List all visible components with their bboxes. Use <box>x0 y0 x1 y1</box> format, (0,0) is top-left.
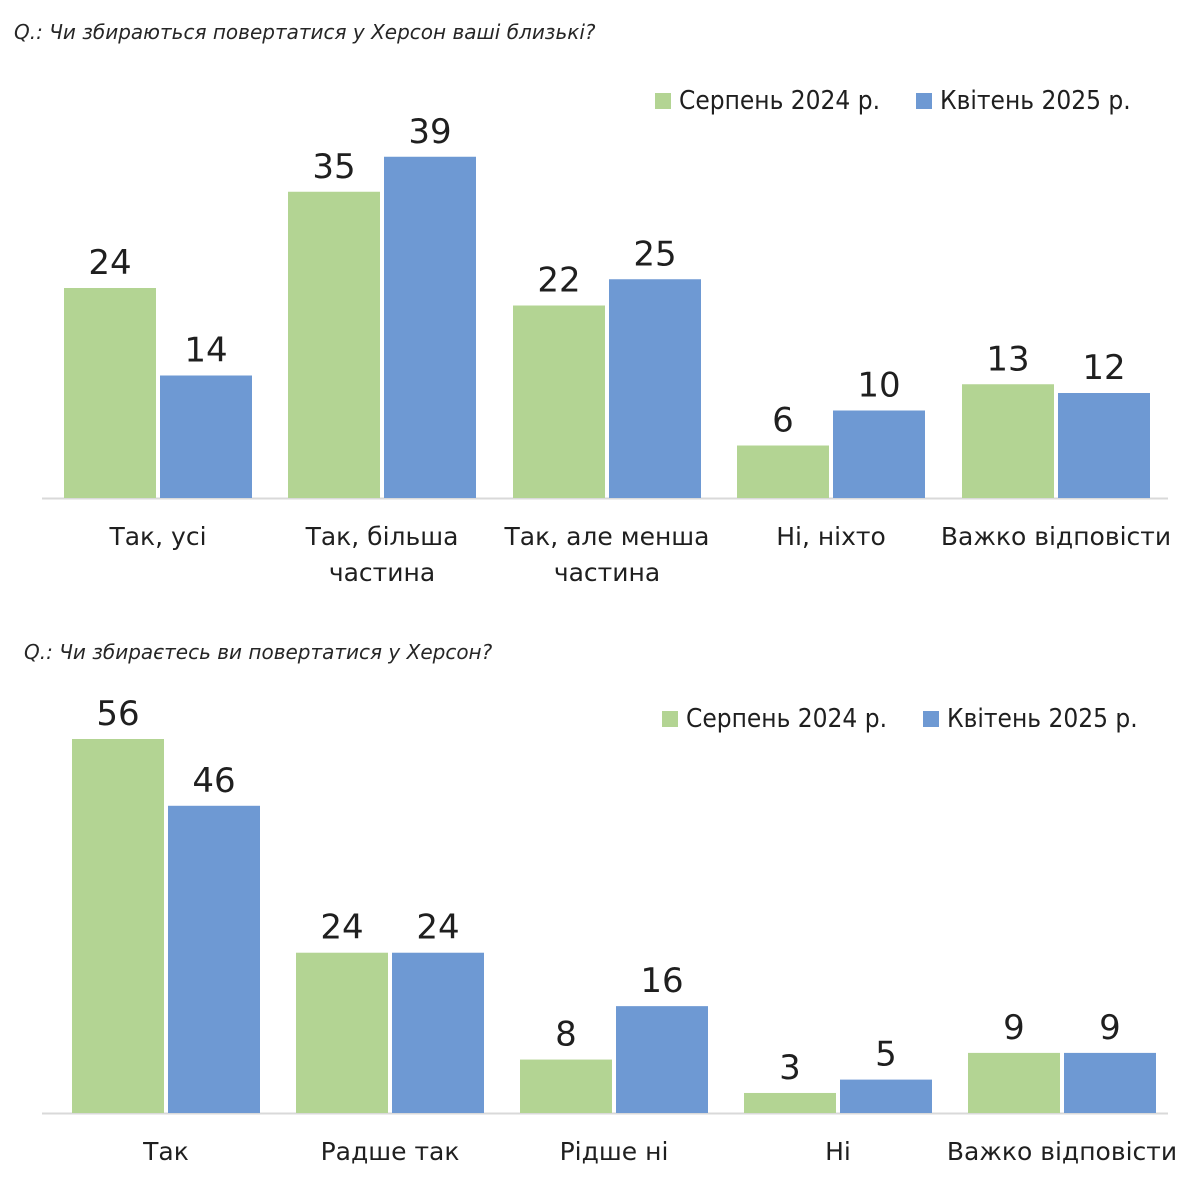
chart-1-bar-s2-c4 <box>833 410 925 498</box>
chart-2-bar-s2-c4 <box>840 1079 932 1113</box>
chart-2-legend: Серпень 2024 р. Квітень 2025 р. <box>662 704 1138 734</box>
chart-2-data-label-s1-c2: 24 <box>320 908 363 948</box>
chart-2-data-label-s2-c1: 46 <box>192 761 235 801</box>
chart-2-data-label-s2-c4: 5 <box>875 1035 897 1075</box>
chart-1-data-label-s1-c1: 24 <box>88 243 131 283</box>
chart-1-bar-s2-c5 <box>1058 393 1150 498</box>
chart-1-legend-swatch-series-1 <box>655 93 671 109</box>
chart-1-data-label-s1-c4: 6 <box>772 401 794 441</box>
chart-2-data-label-s1-c3: 8 <box>555 1015 577 1055</box>
chart-1-bar-s1-c4 <box>737 445 829 498</box>
chart-2-bar-s1-c4 <box>744 1092 836 1113</box>
chart-2-legend-label-series-2: Квітень 2025 р. <box>947 704 1138 734</box>
chart-1-category-label-c4: Ні, ніхто <box>776 522 886 551</box>
chart-2-legend-item-series-1: Серпень 2024 р. <box>662 704 887 734</box>
chart-1-bar-s1-c2 <box>288 191 380 498</box>
chart-1-bar-s2-c2 <box>384 156 476 498</box>
chart-2-category-label-c1: Так <box>142 1137 189 1166</box>
chart-1-legend-swatch-series-2 <box>916 93 933 109</box>
chart-2-category-label-c2: Радше так <box>321 1137 460 1166</box>
chart-1-data-label-s1-c5: 13 <box>986 339 1029 379</box>
chart-2-category-label-c4: Ні <box>825 1137 851 1166</box>
chart-1-legend-item-series-2: Квітень 2025 р. <box>916 86 1131 116</box>
chart-2-data-label-s1-c5: 9 <box>1003 1008 1025 1048</box>
chart-1-bar-s1-c1 <box>64 288 156 498</box>
chart-2-data-label-s2-c5: 9 <box>1099 1008 1121 1048</box>
chart-1-data-label-s2-c1: 14 <box>184 331 227 371</box>
chart-1-bar-s2-c3 <box>609 279 701 498</box>
chart-1-category-label-c2-line1: Так, більша <box>305 522 459 551</box>
chart-1-category-label-c3-line2: частина <box>554 558 660 587</box>
chart-2-question: Q.: Чи збираєтесь ви повертатися у Херсо… <box>24 640 493 664</box>
chart-2-bar-s2-c1 <box>168 805 260 1113</box>
chart-1-question: Q.: Чи збираються повертатися у Херсон в… <box>14 20 596 44</box>
chart-1-bar-s1-c3 <box>513 305 605 498</box>
chart-1-legend-item-series-1: Серпень 2024 р. <box>655 86 880 116</box>
chart-1-data-label-s2-c3: 25 <box>633 234 676 274</box>
chart-2-data-label-s2-c3: 16 <box>640 961 683 1001</box>
chart-2-legend-label-series-1: Серпень 2024 р. <box>686 704 888 734</box>
chart-1-data-label-s2-c4: 10 <box>857 366 900 406</box>
chart-1-data-label-s2-c2: 39 <box>408 112 451 152</box>
chart-2-bar-s1-c5 <box>968 1052 1060 1113</box>
chart-2-bar-s2-c2 <box>392 952 484 1113</box>
chart-1-bar-s2-c1 <box>160 375 252 498</box>
chart-2-bar-s2-c5 <box>1064 1052 1156 1113</box>
chart-2-category-label-c5: Важко відповісти <box>947 1137 1177 1166</box>
chart-2-category-label-c3: Рідше ні <box>560 1137 669 1166</box>
chart-2-bar-s1-c2 <box>296 952 388 1113</box>
chart-2-data-label-s1-c4: 3 <box>779 1048 801 1088</box>
chart-1-legend-label-series-1: Серпень 2024 р. <box>679 86 881 116</box>
chart-2-data-label-s2-c2: 24 <box>416 908 459 948</box>
chart-2-legend-swatch-series-1 <box>662 711 678 727</box>
chart-2-legend-item-series-2: Квітень 2025 р. <box>923 704 1138 734</box>
chart-1-legend: Серпень 2024 р. Квітень 2025 р. <box>655 86 1131 116</box>
chart-1-bar-s1-c5 <box>962 384 1054 498</box>
chart-1-category-label-c2-line2: частина <box>329 558 435 587</box>
chart-1-category-label-c3-line1: Так, але менша <box>504 522 710 551</box>
chart-1-data-label-s2-c5: 12 <box>1082 348 1125 388</box>
chart-2-plot: 56 46 Так 24 24 Радше так 8 16 Рідше ні 3 5 Ні 9 9 Важ… <box>42 694 1177 1166</box>
chart-2-legend-swatch-series-2 <box>923 711 940 727</box>
chart-1-data-label-s1-c2: 35 <box>312 147 355 187</box>
chart-2-bar-s2-c3 <box>616 1006 708 1113</box>
chart-2-data-label-s1-c1: 56 <box>96 694 139 734</box>
chart-1-legend-label-series-2: Квітень 2025 р. <box>940 86 1131 116</box>
chart-1-data-label-s1-c3: 22 <box>537 261 580 301</box>
chart-1-category-label-c5: Важко відповісти <box>941 522 1171 551</box>
chart-2-bar-s1-c1 <box>72 739 164 1113</box>
chart-2-bar-s1-c3 <box>520 1059 612 1113</box>
chart-1-plot: 24 14 Так, усі 35 39 Так, більша частина 22 25 Та… <box>42 112 1171 587</box>
chart-1-category-label-c1: Так, усі <box>108 522 206 551</box>
